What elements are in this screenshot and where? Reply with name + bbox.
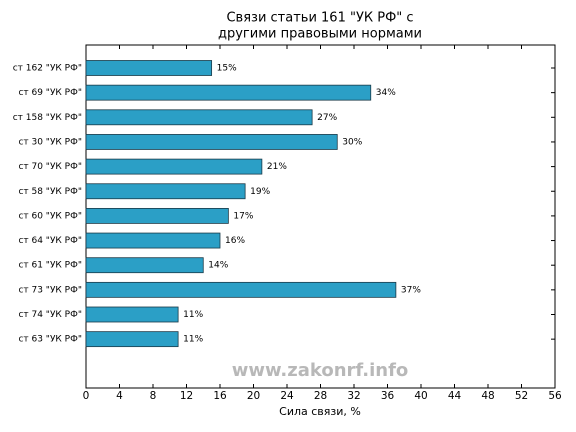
y-tick-label: ст 58 "УК РФ" [18,187,82,197]
value-label: 19% [250,187,270,197]
value-label: 34% [376,88,396,98]
y-tick-label: ст 30 "УК РФ" [18,137,82,147]
bar [85,331,179,348]
value-label: 27% [317,113,337,123]
x-tick-label: 56 [548,390,562,402]
x-tick-label: 4 [116,390,123,402]
value-label: 11% [183,335,203,345]
y-tick-label: ст 74 "УК РФ" [18,310,82,320]
x-tick-label: 28 [314,390,327,402]
x-tick-label: 44 [448,390,462,402]
bar [85,60,213,76]
bar [85,281,397,298]
y-tick-label: ст 61 "УК РФ" [18,261,82,271]
bar [85,257,204,274]
x-tick-label: 12 [180,390,193,402]
y-tick-label: ст 162 "УК РФ" [13,64,82,74]
x-tick-label: 40 [414,390,427,402]
value-label: 30% [342,137,362,147]
x-tick-label: 16 [213,390,227,402]
value-label: 11% [183,310,203,320]
value-label: 15% [217,64,237,74]
bar [85,183,246,200]
value-label: 16% [225,236,245,246]
x-tick-label: 8 [150,390,157,402]
x-tick-label: 36 [381,390,395,402]
y-tick-label: ст 70 "УК РФ" [18,162,82,172]
watermark: www.zakonrf.info [232,360,409,381]
x-tick-label: 32 [347,390,360,402]
x-axis-label: Сила связи, % [279,405,361,418]
bar [85,84,372,101]
bar [85,232,221,249]
value-label: 21% [267,162,287,172]
bar [85,109,313,126]
bar [85,134,338,150]
x-tick-label: 52 [515,390,528,402]
y-tick-label: ст 69 "УК РФ" [18,88,82,98]
bar [85,207,229,224]
x-tick-label: 0 [83,390,90,402]
value-label: 14% [208,261,228,271]
chart-title: Связи статьи 161 "УК РФ" с [226,11,413,26]
value-label: 37% [401,285,421,295]
bar [85,306,179,323]
x-tick-label: 48 [481,390,494,402]
y-tick-label: ст 73 "УК РФ" [18,285,82,295]
bar [85,158,263,175]
y-tick-label: ст 63 "УК РФ" [18,335,82,345]
chart-title: другими правовыми нормами [218,27,422,42]
x-tick-label: 20 [247,390,260,402]
value-label: 17% [233,211,253,221]
y-tick-label: ст 64 "УК РФ" [18,236,82,246]
y-tick-label: ст 158 "УК РФ" [13,113,82,123]
x-tick-label: 24 [280,390,294,402]
y-tick-label: ст 60 "УК РФ" [18,211,82,221]
